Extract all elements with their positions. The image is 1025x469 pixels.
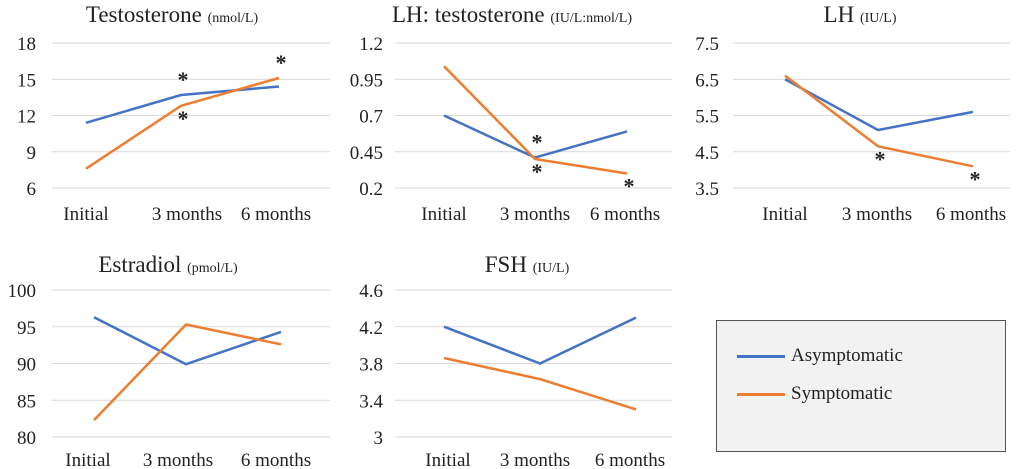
chart-lh: LH (IU/L) 7.5 6.5 5.5 4.5 3.5 Initial 3 months 6… [695,2,1010,225]
y-tick-label: 9 [27,143,37,164]
significance-marker: * [276,50,287,75]
y-tick-label: 1.2 [359,34,383,55]
x-tick-label: 3 months [143,450,213,469]
y-tick-label: 18 [17,34,36,55]
y-tick-label: 80 [17,428,36,449]
y-tick-label: 3.4 [359,391,383,412]
chart-title-text: LH: testosterone [392,2,550,27]
significance-marker: * [970,166,981,191]
legend-label-asymptomatic: Asymptomatic [791,345,903,366]
y-tick-label: 85 [17,391,36,412]
chart-title-text: Testosterone [86,2,208,27]
x-tick-label: Initial [762,204,807,225]
y-tick-label: 4.5 [695,143,719,164]
y-tick-label: 3.5 [695,179,719,200]
legend: Asymptomatic Symptomatic [716,320,1006,452]
y-tick-label: 7.5 [695,34,719,55]
series-line-asymptomatic [93,316,282,366]
significance-marker: * [875,146,886,171]
series-line-asymptomatic [85,85,280,124]
significance-marker: * [532,130,543,155]
legend-item-asymptomatic: Asymptomatic [737,345,903,367]
x-tick-label: Initial [65,450,110,469]
y-tick-label: 0.95 [350,70,383,91]
chart-estradiol: Estradiol (pmol/L) 100 95 90 85 80 Initial 3 mo… [8,252,330,469]
y-tick-label: 4.2 [359,318,383,339]
y-tick-label: 100 [8,281,37,302]
significance-marker: * [624,174,635,199]
legend-swatch-symptomatic [737,392,785,396]
series-line-symptomatic [784,74,974,168]
x-tick-label: Initial [421,204,466,225]
chart-title: FSH (IU/L) [485,252,570,277]
y-tick-label: 3.8 [359,355,383,376]
y-tick-label: 15 [17,70,36,91]
x-tick-label: 3 months [500,450,570,469]
legend-swatch-asymptomatic [737,354,785,358]
x-tick-label: 3 months [500,204,570,225]
chart-title: LH: testosterone (IU/L:nmol/L) [392,2,632,27]
chart-unit: (IU/L) [860,11,897,26]
x-tick-label: Initial [425,450,470,469]
y-tick-label: 0.2 [359,179,383,200]
y-tick-label: 0.45 [350,143,383,164]
series-line-symptomatic [85,76,280,170]
y-tick-label: 6 [27,179,37,200]
y-tick-label: 90 [17,355,36,376]
series-line-asymptomatic [443,316,637,365]
series-line-symptomatic [93,323,282,421]
chart-testosterone: Testosterone (nmol/L) 18 15 12 9 6 Initial 3 mo… [17,2,330,225]
x-tick-label: Initial [63,204,108,225]
y-tick-label: 5.5 [695,107,719,128]
x-tick-label: 6 months [241,204,311,225]
y-tick-label: 6.5 [695,70,719,91]
chart-unit: (nmol/L) [208,11,259,26]
y-tick-label: 4.6 [359,281,383,302]
y-tick-label: 12 [17,107,36,128]
chart-title: Testosterone (nmol/L) [86,2,259,27]
series-line-symptomatic [443,65,628,175]
legend-item-symptomatic: Symptomatic [737,383,892,405]
x-tick-label: 6 months [936,204,1006,225]
y-tick-label: 3 [374,428,384,449]
chart-unit: (IU/L:nmol/L) [550,11,632,26]
x-tick-label: 6 months [595,450,665,469]
chart-unit: (IU/L) [533,261,570,276]
series-line-symptomatic [443,356,637,411]
chart-title: LH (IU/L) [824,2,897,27]
chart-unit: (pmol/L) [187,261,238,276]
series-line-asymptomatic [784,78,974,132]
significance-marker: * [178,67,189,92]
chart-title-text: LH [824,2,860,27]
chart-title: Estradiol (pmol/L) [98,252,238,277]
y-tick-label: 0.7 [359,107,383,128]
x-tick-label: 6 months [590,204,660,225]
significance-marker: * [178,106,189,131]
x-tick-label: 3 months [152,204,222,225]
significance-marker: * [532,159,543,184]
chart-title-text: FSH [485,252,533,277]
chart-title-text: Estradiol [98,252,187,277]
x-tick-label: 3 months [842,204,912,225]
chart-lh-testosterone: LH: testosterone (IU/L:nmol/L) 1.2 0.95 0.7… [350,2,672,225]
chart-fsh: FSH (IU/L) 4.6 4.2 3.8 3.4 3 Initial 3 months 6 … [359,252,672,469]
legend-label-symptomatic: Symptomatic [791,383,893,404]
y-tick-label: 95 [17,318,36,339]
x-tick-label: 6 months [241,450,311,469]
